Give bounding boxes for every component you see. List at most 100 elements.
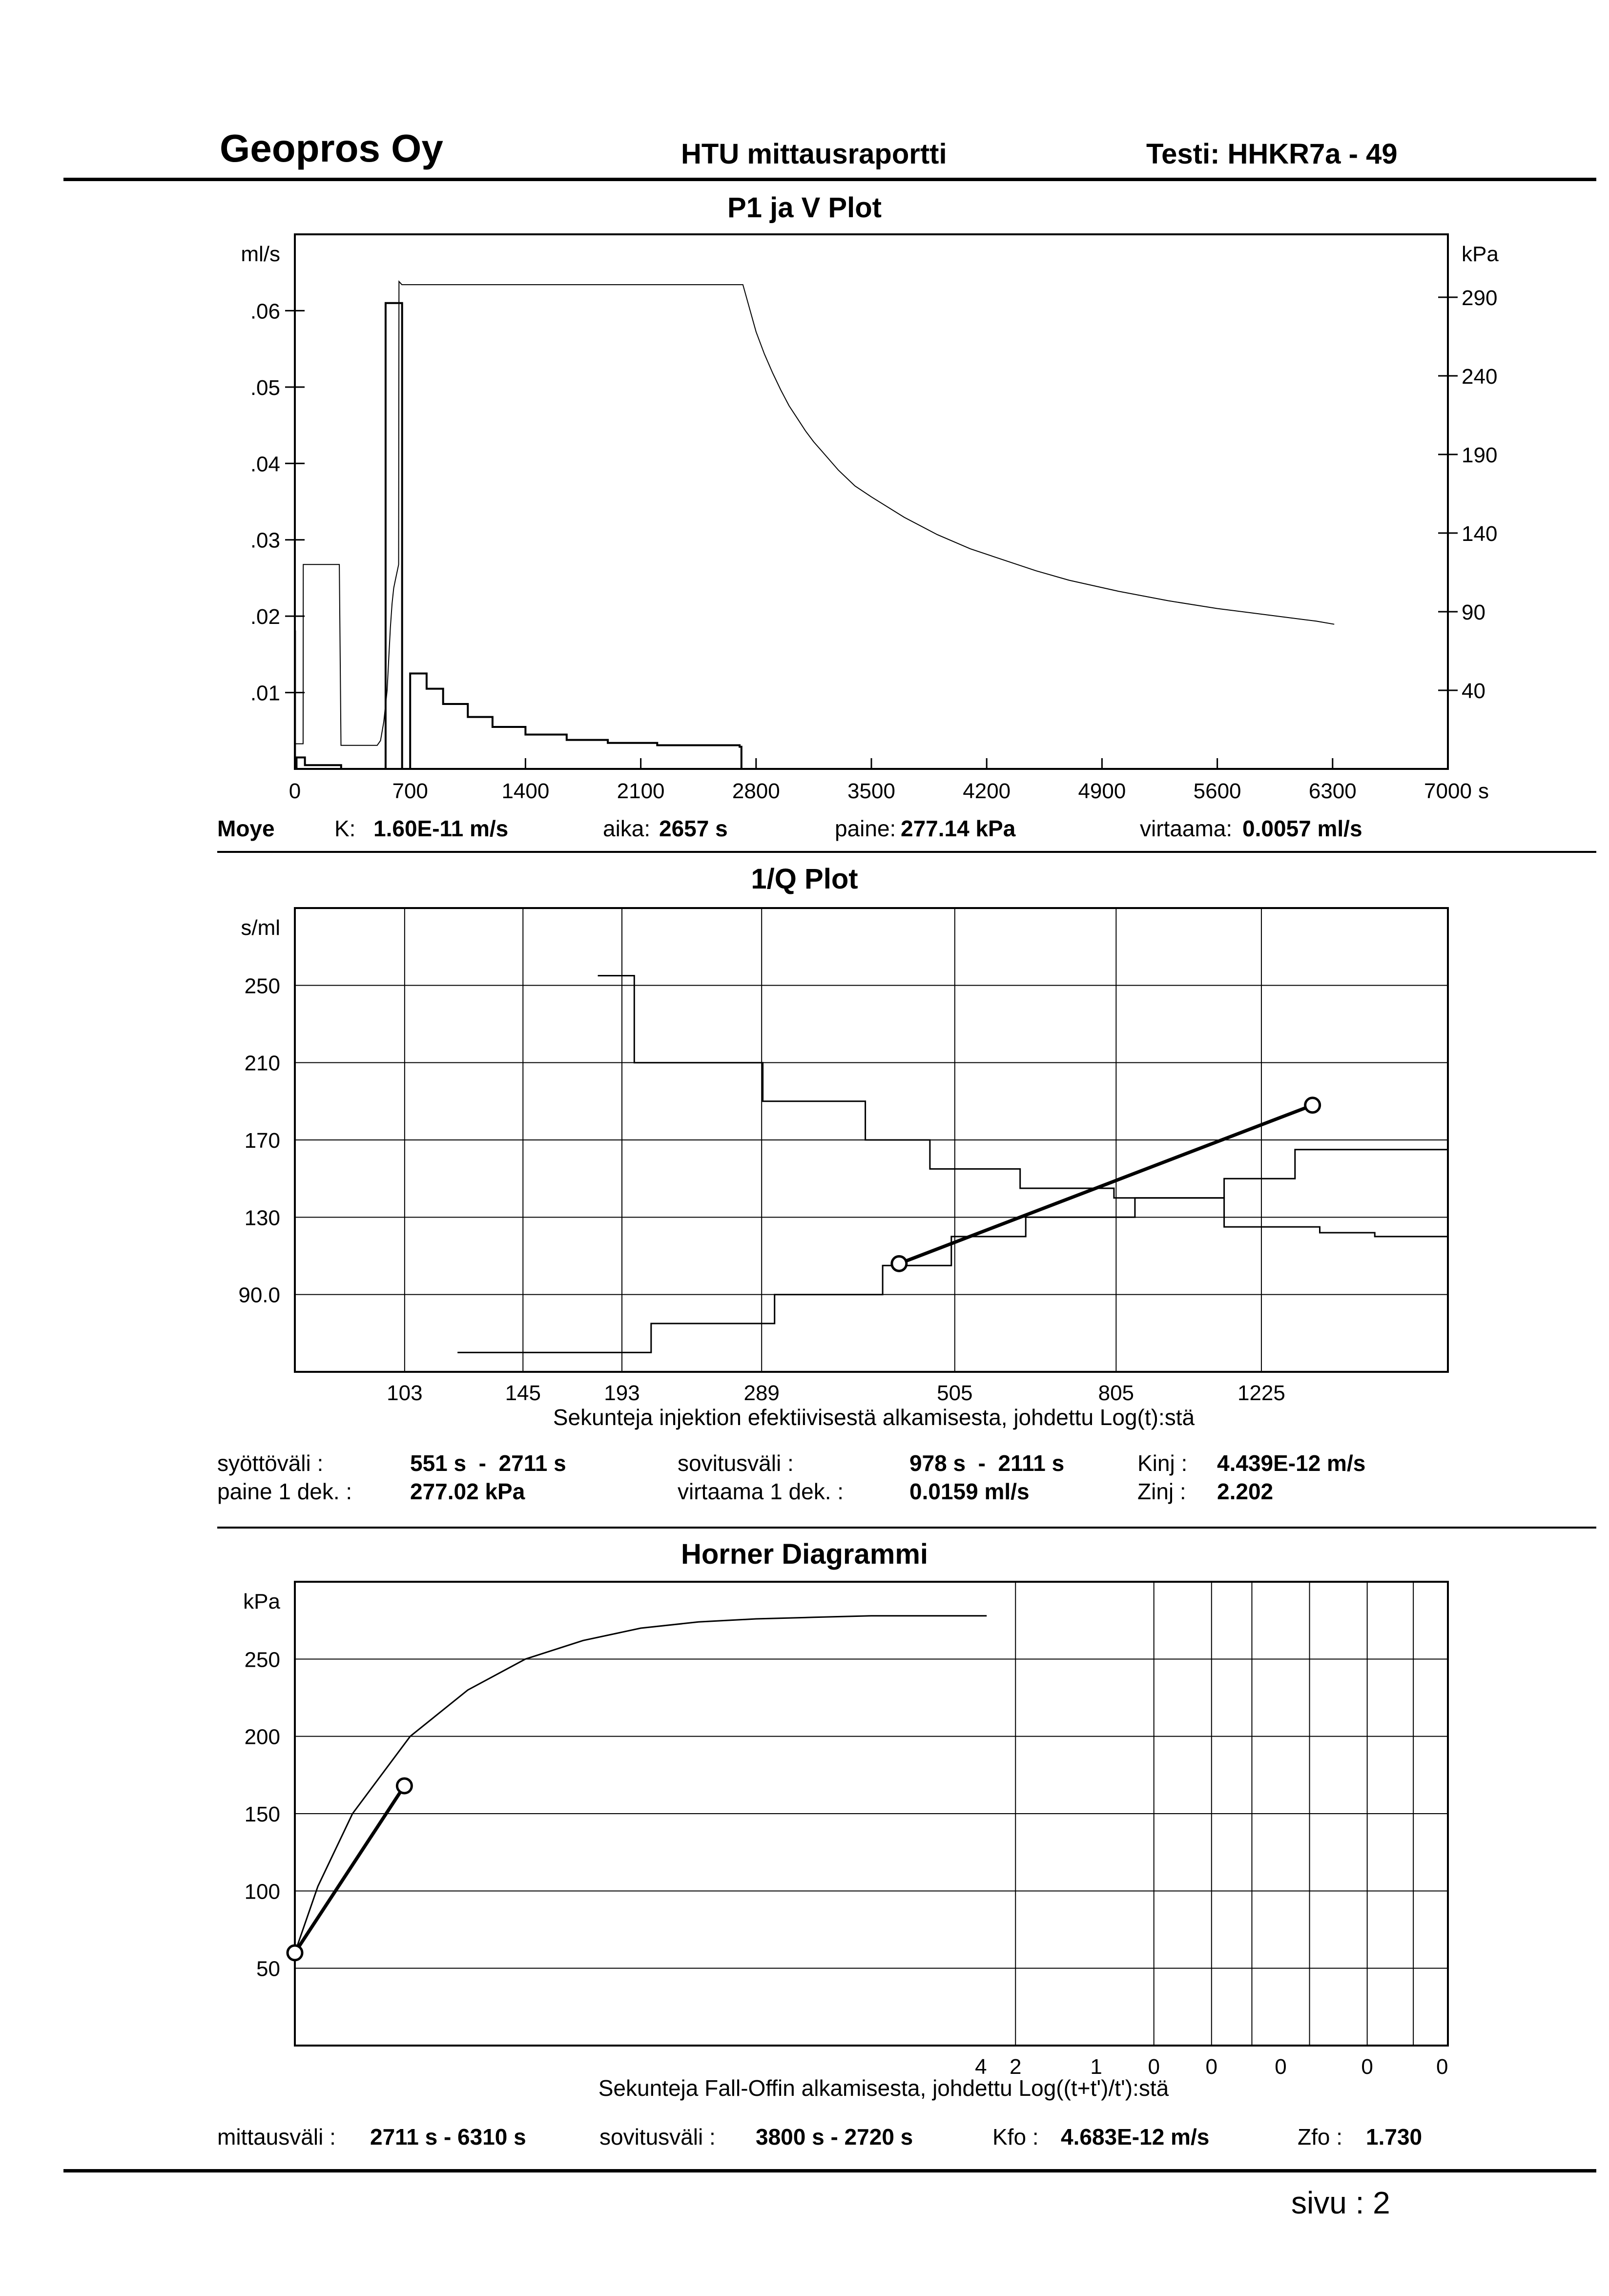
- plot3-kfo-label: Kfo :: [992, 2124, 1039, 2150]
- plot1-x-tick-label: 4900: [1078, 779, 1126, 803]
- plot3-zfo-value: 1.730: [1366, 2124, 1423, 2150]
- plot2-kinj-label: Kinj :: [1137, 1450, 1188, 1476]
- company-name: Geopros Oy: [220, 126, 443, 170]
- plot3-title: Horner Diagrammi: [681, 1538, 928, 1570]
- plot3-x-tick-label: 2: [1010, 2055, 1021, 2079]
- plot2-y-tick-label: 170: [245, 1129, 280, 1153]
- plot2-x-tick-label: 103: [387, 1381, 422, 1405]
- page-label: sivu :: [1291, 2185, 1364, 2220]
- plot1-frame: [294, 233, 1449, 770]
- plot2-x-tick-label: 145: [505, 1381, 541, 1405]
- plot1-title: P1 ja V Plot: [727, 192, 882, 224]
- plot1-y-right-tick-label: 190: [1462, 443, 1497, 467]
- plot1-y-left-tick-label: .02: [250, 605, 280, 629]
- header-rule: [63, 178, 1596, 181]
- plot2-p1-label: paine 1 dek. :: [217, 1479, 352, 1504]
- plot3-y-tick-label: 50: [256, 1957, 280, 1981]
- plot3-range-value: 2711 s - 6310 s: [370, 2124, 526, 2150]
- plot3-x-tick-label: 0: [1206, 2055, 1217, 2079]
- plot2-kinj-value: 4.439E-12 m/s: [1217, 1450, 1366, 1476]
- plot3-fit-marker: [395, 1777, 413, 1795]
- plot3-fit-marker: [286, 1944, 304, 1962]
- plot1-series-pressure: [295, 280, 1335, 746]
- plot2-feed-label: syöttöväli :: [217, 1450, 324, 1476]
- plot1-y-right-tick-label: 40: [1462, 679, 1485, 703]
- plot2-x-title: Sekunteja injektion efektiivisestä alkam…: [553, 1405, 1195, 1430]
- plot3-rule: [63, 2169, 1596, 2172]
- plot2-series-0: [457, 1130, 1449, 1353]
- plot2-y-tick-label: 130: [245, 1206, 280, 1230]
- plot1-flow-value: 0.0057 ml/s: [1242, 816, 1362, 841]
- plot1-k-label: K:: [334, 816, 356, 841]
- plot1-time-label: aika:: [603, 816, 651, 841]
- plot3-fit-label: sovitusväli :: [599, 2124, 716, 2150]
- plot2-q1-value: 0.0159 ml/s: [909, 1479, 1030, 1504]
- plot3-fit-value: 3800 s - 2720 s: [756, 2124, 913, 2150]
- plot3-range-label: mittausväli :: [217, 2124, 336, 2150]
- plot1-time-value: 2657 s: [659, 816, 728, 841]
- plot1-left-unit: ml/s: [241, 242, 280, 266]
- plot2-zinj-value: 2.202: [1217, 1479, 1274, 1504]
- plot2-x-tick-label: 193: [604, 1381, 639, 1405]
- plot1-x-tick-label: 2100: [617, 779, 665, 803]
- plot1-y-left-tick-label: .04: [250, 452, 280, 476]
- plot1-y-left-tick-label: .05: [250, 376, 280, 400]
- plot2-rule: [217, 1527, 1596, 1529]
- plot1-y-right-tick-label: 290: [1462, 286, 1497, 310]
- plot2-x-tick-label: 505: [937, 1381, 972, 1405]
- plot2-fit-marker: [1304, 1096, 1321, 1114]
- plot1-method: Moye: [217, 816, 275, 841]
- plot2-title: 1/Q Plot: [751, 863, 858, 895]
- plot1-y-left-tick-label: .03: [250, 529, 280, 553]
- plot3-x-tick-label: 0: [1148, 2055, 1159, 2079]
- plot1-series-flow: [294, 302, 743, 770]
- plot3-y-tick-label: 250: [245, 1648, 280, 1672]
- plot2-x-tick-label: 1225: [1238, 1381, 1285, 1405]
- page-number: sivu : 2: [1291, 2185, 1390, 2221]
- plot3-x-title: Sekunteja Fall-Offin alkamisesta, johdet…: [598, 2075, 1169, 2101]
- plot2-fit-label: sovitusväli :: [678, 1450, 794, 1476]
- plot1-y-left-tick-label: .06: [250, 299, 280, 323]
- plot1-right-unit: kPa: [1462, 242, 1499, 266]
- plot1-x-unit: s: [1478, 779, 1489, 803]
- plot3-x-tick-label: 4: [975, 2055, 987, 2079]
- plot3-kfo-value: 4.683E-12 m/s: [1061, 2124, 1210, 2150]
- plot3-zfo-label: Zfo :: [1298, 2124, 1343, 2150]
- plot3-x-tick-label: 0: [1275, 2055, 1286, 2079]
- plot1-pressure-label: paine:: [835, 816, 896, 841]
- plot2-fit-value: 978 s - 2111 s: [909, 1450, 1065, 1476]
- plot1-y-right-tick-label: 140: [1462, 522, 1497, 546]
- plot2-y-unit: s/ml: [241, 916, 280, 940]
- plot2-params: syöttöväli : 551 s - 2711 s sovitusväli …: [217, 1450, 1584, 1509]
- plot1-x-tick-label: 3500: [847, 779, 895, 803]
- plot3-y-tick-label: 150: [245, 1802, 280, 1826]
- page-value: 2: [1373, 2185, 1390, 2220]
- plot1-y-right-tick-label: 90: [1462, 600, 1485, 624]
- plot2-x-tick-label: 805: [1098, 1381, 1134, 1405]
- report-title: HTU mittausraportti: [681, 138, 947, 170]
- plot1-x-tick-label: 0: [289, 779, 301, 803]
- test-id: Testi: HHKR7a - 49: [1146, 138, 1398, 170]
- plot1-x-tick-label: 700: [392, 779, 428, 803]
- plot1-flow-label: virtaama:: [1140, 816, 1233, 841]
- plot3-series-pressure: [294, 1615, 987, 1953]
- plot1-x-tick-label: 1400: [501, 779, 549, 803]
- plot3-x-tick-label: 0: [1361, 2055, 1373, 2079]
- plot2-y-tick-label: 90.0: [238, 1283, 280, 1307]
- plot2-series-1: [598, 975, 1449, 1238]
- plot2-y-tick-label: 210: [245, 1052, 280, 1076]
- plot2-p1-value: 277.02 kPa: [410, 1479, 525, 1504]
- plot1-x-tick-label: 5600: [1194, 779, 1241, 803]
- plot2-x-tick-label: 289: [743, 1381, 779, 1405]
- plot2-fit-marker: [890, 1255, 908, 1272]
- plot1-y-right-tick-label: 240: [1462, 365, 1497, 389]
- plot1-params: Moye K: 1.60E-11 m/s aika: 2657 s paine:…: [217, 815, 1438, 842]
- plot2-y-tick-label: 250: [245, 974, 280, 998]
- plot2-zinj-label: Zinj :: [1137, 1479, 1186, 1504]
- plot1-x-tick-label: 6300: [1309, 779, 1357, 803]
- plot2-fit-line: [898, 1103, 1313, 1265]
- plot3-y-unit: kPa: [243, 1590, 280, 1613]
- plot1-x-tick-label: 4200: [963, 779, 1011, 803]
- plot1-pressure-value: 277.14 kPa: [901, 816, 1016, 841]
